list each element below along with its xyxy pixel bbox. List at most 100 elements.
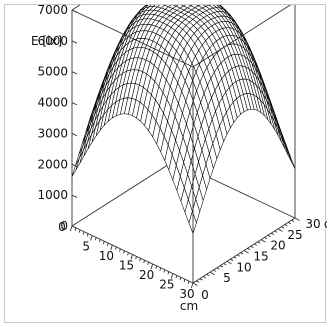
x-tick: [190, 282, 194, 289]
y-minor-tick: [206, 273, 210, 277]
x-minor-tick: [143, 260, 146, 264]
x-minor-tick: [123, 250, 125, 254]
x-minor-tick: [155, 265, 158, 269]
x-tick-label: 10: [99, 249, 114, 263]
z-tick-label: 4000: [37, 96, 68, 110]
x-tick: [69, 225, 73, 232]
x-minor-tick: [147, 261, 150, 266]
y-tick: [260, 239, 266, 243]
x-minor-tick: [167, 271, 170, 275]
y-minor-tick: [223, 263, 227, 266]
y-tick-label: 10: [236, 260, 251, 274]
y-tick-label: 30: [305, 217, 320, 231]
x-minor-tick: [163, 269, 166, 273]
y-tick: [209, 271, 215, 276]
y-tick-label: 5: [223, 271, 231, 285]
chart-frame: E [lx] 0 1000 2000 3000 4000 5000 6000 7000 0 5 10…: [4, 4, 327, 323]
x-tick: [130, 254, 133, 260]
y-minor-tick: [219, 265, 224, 268]
y-tick: [226, 260, 232, 265]
x-tick-label: 0: [58, 220, 66, 234]
z-tick: [71, 71, 78, 75]
z-axis-label: E [lx]: [31, 34, 62, 48]
z-tick: [71, 40, 78, 44]
x-minor-tick: [127, 252, 129, 256]
y-tick-label: 0: [201, 288, 209, 302]
y-minor-tick: [253, 243, 258, 246]
z-tick-label: 5000: [37, 65, 68, 79]
axis-labels: E [lx] 010002000300040005000600070000510…: [31, 5, 327, 313]
x-minor-tick: [115, 246, 117, 250]
z-tick-label: 7000: [37, 5, 68, 17]
z-tick: [71, 133, 78, 137]
y-unit-label: cm: [324, 217, 327, 231]
z-tick: [71, 163, 78, 167]
y-tick: [243, 250, 249, 254]
z-tick: [71, 225, 78, 229]
z-tick: [71, 194, 78, 198]
y-tick-label: 25: [287, 228, 302, 242]
box-edge: [71, 9, 194, 68]
x-minor-tick: [82, 231, 85, 235]
x-minor-tick: [135, 256, 137, 260]
y-tick-label: 20: [270, 239, 285, 253]
x-minor-tick: [183, 279, 186, 283]
x-minor-tick: [179, 277, 182, 281]
z-tick-label: 1000: [37, 188, 68, 202]
y-minor-tick: [291, 219, 295, 222]
y-minor-tick: [287, 221, 292, 225]
x-tick-label: 25: [159, 278, 174, 292]
y-minor-tick: [281, 226, 285, 229]
x-minor-tick: [159, 267, 162, 271]
z-tick-label: 3000: [37, 126, 68, 140]
x-tick-label: 30: [179, 287, 194, 301]
y-tick-label: 15: [253, 250, 268, 264]
y-minor-tick: [270, 232, 275, 235]
y-minor-tick: [267, 234, 271, 238]
z-tick-label: 2000: [37, 157, 68, 171]
y-tick: [277, 228, 283, 232]
y-minor-tick: [213, 269, 217, 272]
x-minor-tick: [102, 241, 105, 245]
z-tick-label: 0: [60, 219, 68, 233]
x-minor-tick: [175, 275, 178, 279]
x-minor-tick: [119, 248, 121, 252]
y-minor-tick: [233, 256, 237, 259]
surface-cell: [71, 157, 80, 177]
y-minor-tick: [240, 252, 244, 255]
x-tick: [170, 273, 174, 279]
y-minor-tick: [196, 280, 200, 283]
y-minor-tick: [274, 230, 278, 233]
surface-plot: E [lx] 010002000300040005000600070000510…: [31, 5, 327, 313]
x-minor-tick: [106, 242, 109, 247]
y-minor-tick: [199, 278, 203, 281]
y-minor-tick: [257, 241, 261, 244]
y-minor-tick: [247, 247, 251, 251]
y-minor-tick: [284, 224, 288, 227]
x-tick: [150, 263, 154, 270]
y-minor-tick: [236, 254, 241, 257]
y-tick: [192, 282, 198, 286]
axis-ticks: [69, 9, 300, 289]
y-minor-tick: [202, 276, 207, 279]
x-minor-tick: [94, 237, 97, 241]
z-tick: [71, 9, 78, 13]
y-tick: [294, 217, 300, 221]
illuminance-surface: [71, 5, 296, 234]
x-minor-tick: [74, 227, 77, 231]
box-edge: [71, 160, 175, 227]
x-unit-label: cm: [180, 299, 198, 313]
box-edge: [192, 5, 292, 68]
x-tick-label: 20: [139, 268, 154, 282]
y-minor-tick: [216, 267, 220, 270]
x-tick-label: 15: [119, 259, 134, 273]
y-minor-tick: [250, 245, 254, 248]
x-minor-tick: [139, 258, 141, 262]
x-tick-label: 5: [82, 240, 90, 254]
x-minor-tick: [86, 233, 89, 237]
x-tick: [110, 244, 113, 251]
z-tick: [71, 102, 78, 106]
x-minor-tick: [78, 229, 81, 233]
y-minor-tick: [264, 237, 268, 240]
y-minor-tick: [230, 258, 234, 261]
